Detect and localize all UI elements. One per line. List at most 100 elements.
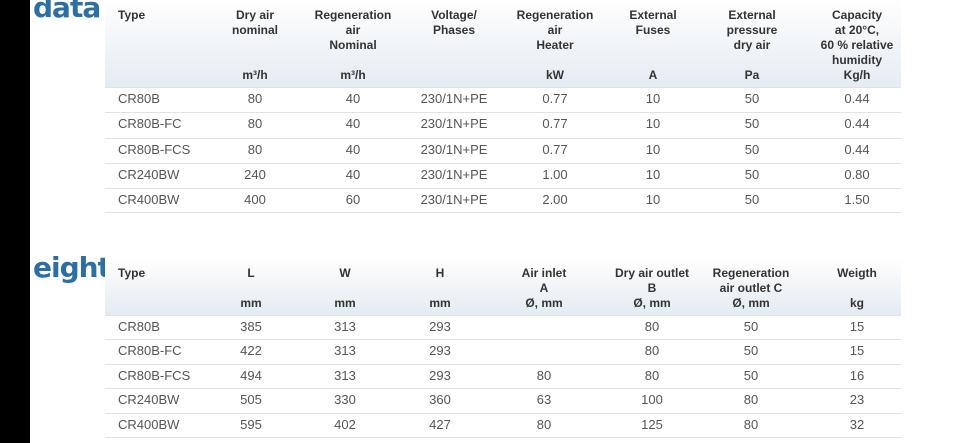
header-line: Weigth: [837, 266, 877, 280]
unit: kg: [849, 296, 865, 310]
cell: CR80B: [118, 91, 160, 106]
table-header: [105, 0, 901, 88]
cell: 23: [849, 392, 865, 407]
unit: m³/h: [340, 68, 366, 82]
row-separator: [105, 388, 901, 389]
cell: 80: [644, 319, 660, 334]
cell: 80: [644, 343, 660, 358]
header-line: W: [339, 266, 351, 280]
cell: 15: [849, 319, 865, 334]
cell: 80: [247, 142, 263, 157]
cell: 32: [849, 417, 865, 432]
column-header: Capacity at 20°C, 60 % relative humidity: [821, 8, 894, 68]
header-line: Phases: [432, 23, 476, 37]
header-line: Dry air: [235, 8, 275, 22]
cell: 230/1N+PE: [420, 116, 488, 131]
header-line: External: [728, 8, 776, 22]
cell: CR80B-FC: [118, 343, 182, 358]
cell: 10: [645, 167, 661, 182]
cell: CR240BW: [118, 167, 180, 182]
cell: 0.77: [542, 91, 568, 106]
cell: 50: [743, 343, 759, 358]
unit: Ø, mm: [633, 296, 671, 310]
cell: 2.00: [542, 192, 568, 207]
cell: 293: [429, 319, 451, 334]
cell: 0.44: [844, 116, 870, 131]
cell: 40: [345, 116, 361, 131]
cell: 80: [536, 417, 552, 432]
cell: CR80B-FCS: [118, 368, 191, 383]
row-separator: [105, 364, 901, 365]
cell: 422: [240, 343, 262, 358]
column-header: Weigth: [837, 266, 877, 281]
cell: CR240BW: [118, 392, 180, 407]
header-line: Heater: [536, 38, 574, 52]
cell: 50: [744, 142, 760, 157]
header-line: air outlet C: [719, 281, 783, 295]
cell: 240: [244, 167, 266, 182]
cell: 10: [645, 91, 661, 106]
cell: 230/1N+PE: [420, 192, 488, 207]
unit: Kg/h: [843, 68, 871, 82]
unit: Pa: [744, 68, 760, 82]
header-line: Type: [118, 266, 146, 280]
cell: 16: [849, 368, 865, 383]
unit: A: [648, 68, 658, 82]
column-header: Type: [118, 266, 145, 281]
cell: CR400BW: [118, 192, 180, 207]
cell: 595: [240, 417, 262, 432]
cell: 313: [334, 319, 356, 334]
column-header: Regeneration air Heater: [517, 8, 594, 53]
cell: 50: [743, 319, 759, 334]
column-header: Dry air outlet B: [615, 266, 689, 296]
unit: mm: [334, 296, 356, 310]
header-line: Air inlet: [521, 266, 567, 280]
unit: mm: [240, 296, 262, 310]
left-bar: [0, 0, 30, 443]
table-header: [105, 258, 901, 315]
cell: 100: [641, 392, 663, 407]
cell: 60: [345, 192, 361, 207]
column-header: External pressure dry air: [727, 8, 778, 53]
cell: 10: [645, 192, 661, 207]
cell: 50: [744, 91, 760, 106]
row-separator: [105, 437, 901, 438]
cell: 494: [240, 368, 262, 383]
header-line: A: [539, 281, 549, 295]
cell: 0.80: [844, 167, 870, 182]
column-header: Regeneration air outlet C: [713, 266, 790, 296]
row-separator: [105, 163, 901, 164]
column-header: Voltage/Phases: [431, 8, 477, 38]
cell: 385: [240, 319, 262, 334]
cell: 50: [744, 192, 760, 207]
cell: 80: [743, 392, 759, 407]
cell: 125: [641, 417, 663, 432]
row-separator: [105, 112, 901, 113]
column-header: Dry air nominal: [232, 8, 278, 38]
row-separator: [105, 188, 901, 189]
cell: 40: [345, 142, 361, 157]
header-line: pressure: [726, 23, 778, 37]
cell: CR400BW: [118, 417, 180, 432]
cell: 293: [429, 343, 451, 358]
header-line: Regeneration: [712, 266, 790, 280]
cell: 0.77: [542, 142, 568, 157]
unit: mm: [429, 296, 451, 310]
cell: 80: [247, 91, 263, 106]
header-line: Voltage/: [431, 8, 477, 22]
cell: 80: [644, 368, 660, 383]
cell: 1.00: [542, 167, 568, 182]
column-header: W: [339, 266, 350, 281]
header-line: air: [547, 23, 563, 37]
header-line: Fuses: [635, 23, 671, 37]
column-header: H: [436, 266, 445, 281]
cell: 313: [334, 343, 356, 358]
header-line: H: [435, 266, 445, 280]
cell: CR80B: [118, 319, 160, 334]
unit: kW: [546, 68, 564, 82]
cell: 50: [743, 368, 759, 383]
row-separator: [105, 315, 901, 316]
heading: data: [33, 0, 101, 24]
cell: 230/1N+PE: [420, 91, 488, 106]
